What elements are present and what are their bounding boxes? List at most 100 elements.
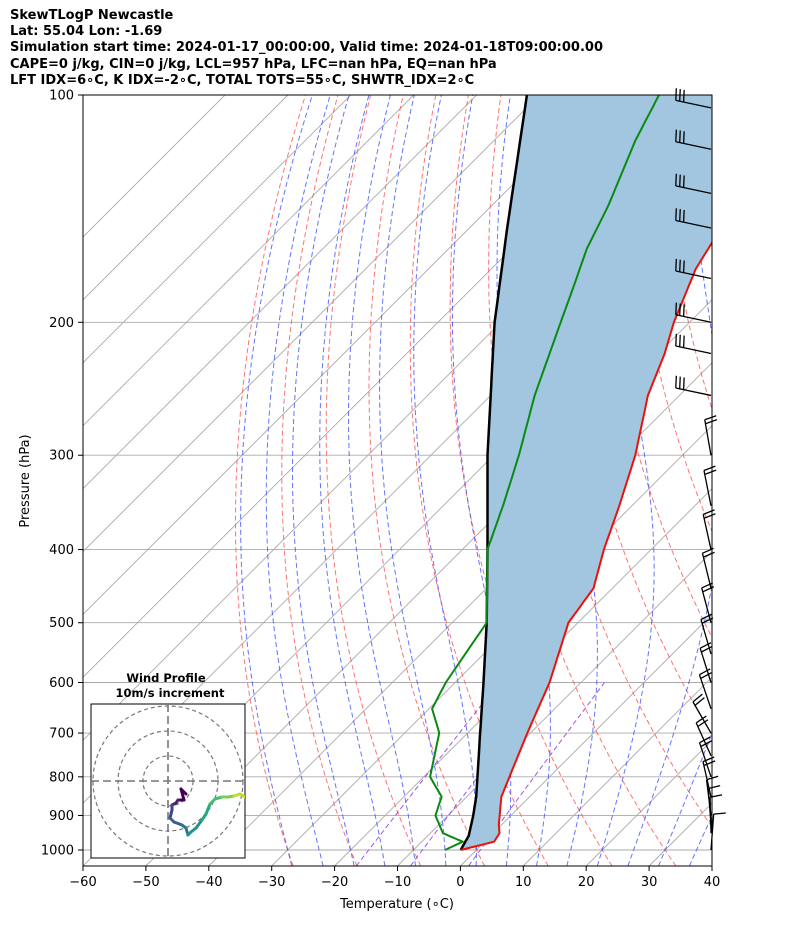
wind-barb-feather bbox=[692, 693, 703, 703]
dry-adiabat bbox=[235, 95, 306, 866]
wind-barb-feather bbox=[675, 129, 677, 142]
wind-barb-shaft bbox=[702, 514, 712, 550]
wind-barb bbox=[704, 415, 718, 456]
wind-barb-feather bbox=[682, 89, 685, 103]
wind-barb bbox=[675, 258, 712, 280]
axes: −60 −50 −40 −30 −20 −10 0 10 20 30 40 100 200 300 400 5… bbox=[41, 89, 720, 891]
dry-adiabat bbox=[762, 95, 794, 866]
wind-barb bbox=[699, 642, 713, 683]
wind-barb-shaft bbox=[675, 314, 712, 323]
chart-header: SkewTLogP Newcastle Lat: 55.04 Lon: -1.6… bbox=[10, 8, 603, 89]
dry-adiabat bbox=[325, 95, 422, 866]
simulation-times: Simulation start time: 2024-01-17_00:00:… bbox=[10, 40, 603, 56]
y-tick-label: 300 bbox=[49, 449, 74, 464]
x-tick-label: −30 bbox=[258, 875, 285, 890]
hodograph-segment bbox=[204, 802, 212, 816]
wind-barb bbox=[675, 129, 712, 150]
station-title: SkewTLogP Newcastle bbox=[10, 8, 174, 23]
moist-adiabat bbox=[379, 95, 447, 866]
wind-barb-shaft bbox=[675, 345, 712, 355]
wind-barb-feather bbox=[679, 259, 681, 272]
isotherm-line bbox=[83, 95, 540, 553]
isotherm-line bbox=[460, 613, 712, 866]
wind-barb-shaft bbox=[675, 270, 712, 280]
stability-parameters: CAPE=0 j/kg, CIN=0 j/kg, LCL=957 hPa, LF… bbox=[10, 56, 497, 72]
dry-adiabat bbox=[409, 95, 549, 866]
moist-adiabat bbox=[413, 95, 477, 866]
wind-barb-feather bbox=[682, 209, 685, 223]
wind-barb-feather bbox=[713, 812, 726, 815]
wind-barb bbox=[692, 693, 712, 734]
wind-barb bbox=[675, 208, 712, 229]
wind-barb-shaft bbox=[700, 619, 712, 655]
wind-barb-feather bbox=[682, 260, 685, 273]
y-tick-label: 1000 bbox=[41, 844, 74, 859]
wind-barb bbox=[675, 375, 712, 397]
wind-barb-feather bbox=[675, 173, 677, 186]
stability-indices: LFT IDX=6∘C, K IDX=-2∘C, TOTAL TOTS=55∘C… bbox=[10, 72, 475, 88]
wind-barb-feather bbox=[705, 419, 718, 425]
isotherm-line bbox=[522, 676, 712, 866]
wind-barb-shaft bbox=[695, 722, 712, 756]
wind-profile-subtitle: 10m/s increment bbox=[116, 686, 225, 700]
cape-shading bbox=[460, 95, 712, 850]
y-axis-label: Pressure (hPa) bbox=[18, 434, 33, 527]
y-tick-label: 400 bbox=[49, 543, 74, 558]
wind-barb-feather bbox=[701, 582, 714, 589]
wind-barb-shaft bbox=[705, 779, 712, 816]
wind-barb-feather bbox=[675, 208, 677, 221]
hodograph-segment bbox=[194, 818, 204, 830]
wind-barb-feather bbox=[675, 302, 677, 315]
wind-barb-shaft bbox=[699, 647, 712, 683]
y-tick-label: 800 bbox=[49, 770, 74, 785]
wind-barb bbox=[675, 173, 712, 195]
cape-area bbox=[460, 95, 712, 850]
wind-barb-shaft bbox=[675, 219, 712, 229]
y-tick-label: 200 bbox=[49, 316, 74, 331]
x-tick-label: −40 bbox=[195, 875, 222, 890]
isotherm-line bbox=[83, 95, 226, 238]
moist-adiabat bbox=[240, 95, 313, 866]
isotherm-line bbox=[83, 95, 352, 364]
wind-barbs bbox=[675, 88, 726, 851]
wind-barb-feather bbox=[675, 258, 677, 272]
wind-barb-feather bbox=[703, 551, 715, 558]
x-tick-label: −20 bbox=[321, 875, 348, 890]
y-tick-label: 900 bbox=[49, 809, 74, 824]
moist-adiabat bbox=[451, 95, 512, 866]
wind-barb-feather bbox=[700, 672, 712, 680]
wind-barb-feather bbox=[675, 333, 677, 347]
moist-adiabat bbox=[319, 95, 386, 866]
x-tick-label: 40 bbox=[704, 875, 721, 890]
wind-barb bbox=[675, 302, 712, 323]
wind-barb-feather bbox=[679, 334, 681, 347]
moist-adiabat bbox=[627, 95, 712, 866]
wind-barb-feather bbox=[708, 785, 721, 790]
y-tick-label: 700 bbox=[49, 727, 74, 742]
wind-barb-shaft bbox=[702, 761, 712, 797]
x-tick-label: 10 bbox=[515, 875, 532, 890]
wind-profile-title: Wind Profile bbox=[126, 671, 206, 685]
wind-barb-feather bbox=[682, 377, 685, 390]
wind-barb-feather bbox=[699, 642, 712, 649]
temperature-profile-line bbox=[460, 240, 712, 851]
mixing-ratio-line bbox=[409, 682, 551, 866]
dry-adiabat bbox=[663, 95, 712, 411]
wind-barb bbox=[698, 668, 712, 709]
moist-adiabat bbox=[292, 95, 355, 866]
wind-barb-feather bbox=[703, 465, 716, 472]
wind-barb-feather bbox=[679, 174, 681, 187]
wind-barb-feather bbox=[695, 715, 707, 724]
dewpoint-profile-line bbox=[429, 95, 660, 851]
isotherm-line bbox=[83, 95, 603, 616]
x-tick-label: 0 bbox=[456, 875, 464, 890]
moist-adiabat bbox=[720, 95, 794, 866]
wind-barb-feather bbox=[701, 645, 713, 653]
x-tick-label: 30 bbox=[641, 875, 658, 890]
wind-barb bbox=[675, 333, 712, 355]
wind-barb-shaft bbox=[698, 674, 712, 709]
wind-barb-feather bbox=[703, 760, 716, 767]
wind-barb-shaft bbox=[675, 387, 712, 397]
y-tick-label: 500 bbox=[49, 616, 74, 631]
wind-barb bbox=[701, 547, 715, 589]
